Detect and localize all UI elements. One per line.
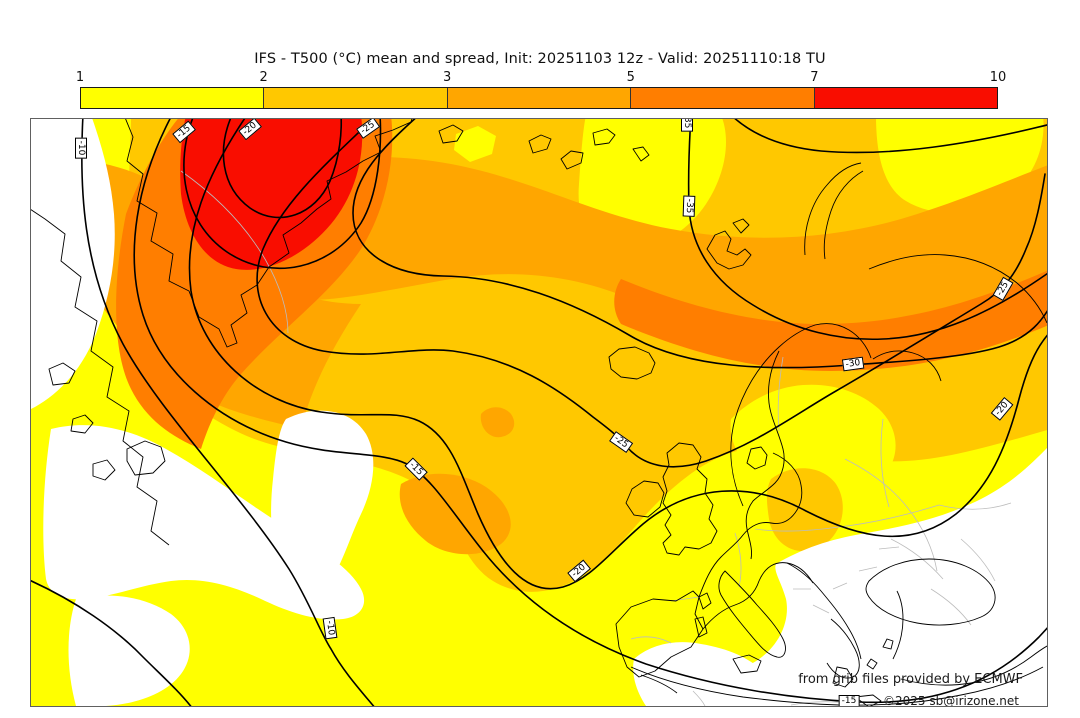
colorbar-tick-1: 1	[75, 70, 85, 85]
coastline-turkey-south	[900, 645, 1047, 686]
coastline-great-britain	[662, 442, 718, 556]
contour-label: -35	[681, 119, 693, 132]
contour-label: -25	[992, 277, 1014, 301]
contour-label: -10	[75, 137, 87, 159]
attribution-copyright: ©2025 sb@irizone.net	[883, 694, 1019, 707]
contour-line-minus20	[188, 119, 1047, 590]
attribution-ecmwf: from grib files provided by ECMWF	[798, 672, 1023, 687]
contour-label: -10	[322, 616, 338, 640]
colorbar-segment-2-3	[263, 88, 447, 108]
spread-region-white-east-europe	[671, 448, 1047, 706]
contour-labels-layer: -35 -10 -15 -20 -25 -35 -25 -30 -20 -25 -15 -20 -10 -…	[31, 119, 1047, 706]
colorbar: 1 2 3 5 7 10	[76, 70, 1006, 110]
contour-label: -20	[567, 559, 591, 583]
contour-label: -25	[356, 119, 380, 139]
coastline-canada	[31, 209, 170, 546]
border-pyrenees	[670, 596, 700, 602]
contour-line-minus5	[31, 579, 192, 706]
contour-line-inner-ring-2	[183, 119, 382, 270]
spread-region-red-core	[180, 119, 363, 270]
contour-line-minus10	[80, 119, 375, 706]
coastline-sicily-sardinia-corsica	[694, 592, 762, 674]
spread-region-orange-spot	[480, 407, 515, 438]
colorbar-segment-3-5	[446, 88, 631, 108]
coastline-black-sea	[865, 558, 996, 626]
spread-region-white-mid-atlantic	[271, 410, 374, 598]
coastline-turkey-west	[892, 590, 904, 660]
coastline-arctic-islands-north	[438, 124, 650, 170]
colorbar-bar	[80, 87, 998, 109]
contour-label: -20	[990, 397, 1014, 421]
border-central-europe	[754, 504, 940, 532]
spread-region-darkorange-streak	[614, 270, 1047, 371]
map-panel: -35 -10 -15 -20 -25 -35 -25 -30 -20 -25 -15 -20 -10 -…	[30, 118, 1048, 707]
contour-label: -25	[609, 431, 633, 453]
colorbar-tick-2: 2	[259, 70, 268, 85]
coastline-italy	[718, 570, 786, 658]
colorbar-ticks: 1 2 3 5 7 10	[76, 70, 1006, 86]
border-russia-west	[880, 418, 890, 508]
contour-label: -30	[841, 356, 865, 372]
border-france-east	[734, 532, 742, 588]
coastline-france-north-sea	[698, 452, 803, 598]
greenland-ice-edge	[180, 170, 289, 334]
border-balkans	[793, 546, 900, 614]
coastline-novaya-zemlya	[804, 162, 864, 260]
colorbar-tick-3: 3	[443, 70, 452, 85]
coastline-iceland	[608, 346, 656, 380]
spread-region-orange-diagonal-band	[211, 156, 1047, 340]
contour-label: -15	[838, 695, 860, 706]
country-borders	[180, 170, 1012, 706]
coastline-norway	[730, 323, 872, 507]
colorbar-tick-5: 5	[626, 70, 635, 85]
contour-line-minus40	[734, 119, 1047, 154]
contour-label: -15	[404, 457, 428, 481]
coastline-greenland	[125, 119, 413, 348]
spread-region-white-morocco	[633, 642, 775, 706]
contour-label: -35	[682, 195, 696, 217]
coastline-mediterranean-north	[702, 562, 814, 630]
contour-line-minus35	[687, 119, 1047, 341]
colorbar-segment-1-2	[81, 88, 264, 108]
colorbar-segment-7-10	[813, 88, 998, 108]
contour-label: -20	[238, 119, 262, 141]
coastline-arctic-islands-west	[48, 362, 166, 481]
coastline-baltic	[745, 350, 785, 560]
colorbar-segment-5-7	[630, 88, 814, 108]
contour-label: -15	[172, 120, 196, 144]
coastline-russia-arctic	[868, 254, 1047, 382]
spread-region-white-southwest-low	[68, 595, 190, 706]
colorbar-tick-7: 7	[810, 70, 819, 85]
coastline-ireland	[625, 480, 665, 518]
border-ukraine	[938, 502, 1012, 510]
coastline-adriatic	[786, 562, 862, 660]
spread-region-yellow-patch-scandinavia	[730, 384, 896, 500]
coastline-greece	[826, 618, 894, 706]
colorbar-tick-10: 10	[989, 70, 1007, 85]
border-scandinavia	[777, 356, 784, 432]
contour-line-inner-ring-1	[222, 119, 343, 219]
spread-region-yellow-patch-small	[454, 126, 496, 162]
coastline-svalbard	[706, 218, 752, 270]
border-east-europe	[844, 458, 938, 572]
map-svg	[31, 119, 1047, 706]
chart-title: IFS - T500 (°C) mean and spread, Init: 2…	[254, 51, 826, 67]
border-iberia	[630, 636, 672, 644]
coastline-denmark	[746, 446, 768, 470]
coastlines	[31, 119, 1047, 706]
contour-line-minus30	[352, 119, 1047, 369]
